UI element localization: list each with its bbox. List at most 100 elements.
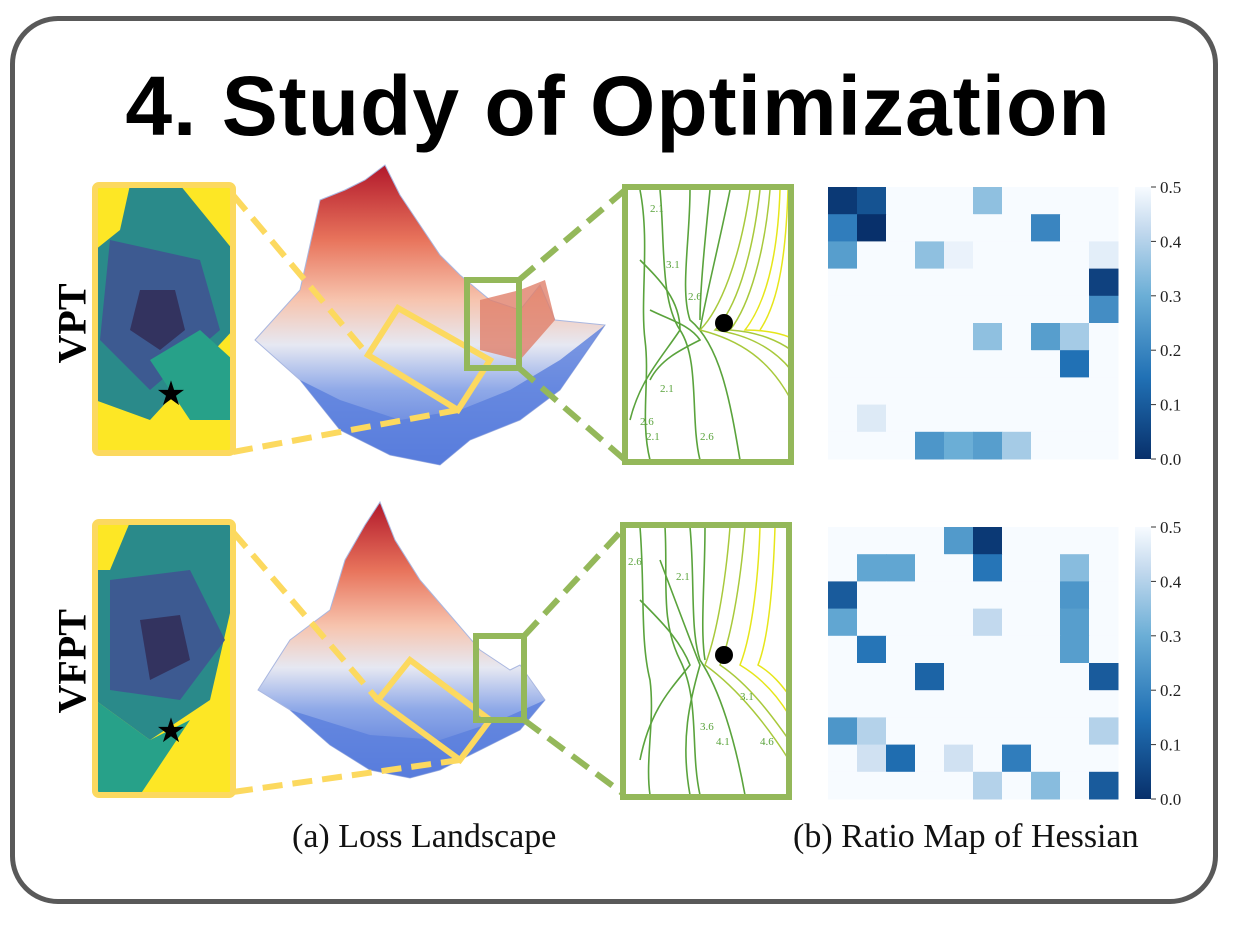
heatmap-cell xyxy=(1002,717,1032,746)
heatmap-cell xyxy=(886,744,916,773)
vpt-green-zoom-box xyxy=(464,277,522,371)
vpt-yellow-zoom-box xyxy=(363,303,495,415)
heatmap-cell xyxy=(973,350,1003,378)
heatmap-cell xyxy=(1031,608,1061,637)
heatmap-cell xyxy=(944,744,974,773)
heatmap-cell xyxy=(1089,377,1119,406)
heatmap-cell xyxy=(1060,635,1090,664)
heatmap-cell xyxy=(886,554,916,582)
heatmap-cell xyxy=(1089,581,1119,610)
heatmap-cell xyxy=(886,608,916,637)
heatmap-cell xyxy=(1002,635,1032,664)
heatmap-cell xyxy=(944,608,974,637)
heatmap-cell xyxy=(1031,295,1061,324)
heatmap-cell xyxy=(857,350,887,378)
heatmap-cell xyxy=(1089,744,1119,773)
colorbar-tick-label: 0.1 xyxy=(1160,736,1181,755)
heatmap-cell xyxy=(1031,214,1061,242)
heatmap-cell xyxy=(828,608,858,637)
heatmap-cell xyxy=(857,744,887,773)
heatmap-cell xyxy=(828,404,858,433)
heatmap-cell xyxy=(1031,323,1061,351)
heatmap-cell xyxy=(915,527,945,555)
heatmap-cell xyxy=(915,404,945,433)
heatmap-cell xyxy=(886,404,916,433)
colorbar-tick-label: 0.0 xyxy=(1160,450,1181,469)
heatmap-cell xyxy=(857,295,887,324)
heatmap-cell xyxy=(1031,268,1061,297)
heatmap-cell xyxy=(857,431,887,460)
vpt-yellow-link-top xyxy=(230,193,371,357)
heatmap-cell xyxy=(915,187,945,215)
heatmap-cell xyxy=(1031,377,1061,406)
vfpt-mini-map: ★ xyxy=(92,519,236,798)
heatmap-cell xyxy=(1089,635,1119,664)
svg-text:3.6: 3.6 xyxy=(700,721,714,733)
heatmap-cell xyxy=(857,323,887,351)
vfpt-contour-panel: 2.6 2.1 3.6 4.1 3.1 4.6 xyxy=(620,522,792,800)
colorbar-tick-label: 0.1 xyxy=(1160,396,1181,415)
vfpt-hessian-heatmap xyxy=(828,527,1119,800)
heatmap-cell xyxy=(886,527,916,555)
heatmap-cell xyxy=(944,554,974,582)
heatmap-cell xyxy=(973,527,1003,555)
heatmap-cell xyxy=(1060,187,1090,215)
svg-text:2.1: 2.1 xyxy=(660,383,674,395)
optimum-marker xyxy=(715,646,733,664)
heatmap-cell xyxy=(828,431,858,460)
vfpt-colorbar: 0.5 0.4 0.3 0.2 0.1 0.0 xyxy=(1135,518,1182,809)
heatmap-cell xyxy=(1031,241,1061,270)
heatmap-cell xyxy=(1089,323,1119,351)
heatmap-cell xyxy=(1060,608,1090,637)
heatmap-cell xyxy=(828,323,858,351)
svg-text:2.6: 2.6 xyxy=(628,556,642,568)
heatmap-cell xyxy=(1002,241,1032,270)
colorbar-tick-label: 0.0 xyxy=(1160,790,1181,809)
heatmap-cell xyxy=(973,377,1003,406)
caption-hessian: (b) Ratio Map of Hessian xyxy=(793,818,1139,855)
heatmap-cell xyxy=(828,554,858,582)
heatmap-cell xyxy=(944,431,974,460)
caption-loss-landscape: (a) Loss Landscape xyxy=(292,818,557,855)
heatmap-cell xyxy=(1089,350,1119,378)
heatmap-cell xyxy=(944,771,974,800)
heatmap-cell xyxy=(1031,744,1061,773)
heatmap-cell xyxy=(1089,608,1119,637)
heatmap-cell xyxy=(857,377,887,406)
heatmap-cell xyxy=(1089,663,1119,691)
colorbar-tick-label: 0.5 xyxy=(1160,518,1181,537)
vfpt-yellow-link-top xyxy=(230,530,381,702)
heatmap-cell xyxy=(944,377,974,406)
heatmap-cell xyxy=(973,431,1003,460)
vpt-green-link-top xyxy=(517,187,627,283)
heatmap-cell xyxy=(828,187,858,215)
heatmap-cell xyxy=(1002,744,1032,773)
heatmap-cell xyxy=(1031,554,1061,582)
heatmap-cell xyxy=(915,717,945,746)
heatmap-cell xyxy=(1060,771,1090,800)
slide-title: 4. Study of Optimization xyxy=(125,59,1111,153)
heatmap-cell xyxy=(886,717,916,746)
heatmap-cell xyxy=(857,717,887,746)
heatmap-cell xyxy=(915,690,945,718)
heatmap-cell xyxy=(1002,527,1032,555)
heatmap-cell xyxy=(944,717,974,746)
heatmap-cell xyxy=(1031,527,1061,555)
vpt-colorbar: 0.5 0.4 0.3 0.2 0.1 0.0 xyxy=(1135,178,1182,469)
heatmap-cell xyxy=(857,635,887,664)
heatmap-cell xyxy=(973,744,1003,773)
heatmap-cell xyxy=(915,663,945,691)
heatmap-cell xyxy=(857,771,887,800)
heatmap-cell xyxy=(1002,377,1032,406)
heatmap-cell xyxy=(944,581,974,610)
heatmap-cell xyxy=(857,581,887,610)
heatmap-cell xyxy=(915,268,945,297)
heatmap-cell xyxy=(1031,690,1061,718)
heatmap-cell xyxy=(1002,581,1032,610)
heatmap-cell xyxy=(1002,431,1032,460)
svg-text:2.1: 2.1 xyxy=(650,203,664,215)
heatmap-cell xyxy=(973,690,1003,718)
heatmap-cell xyxy=(1060,404,1090,433)
heatmap-cell xyxy=(1060,350,1090,378)
heatmap-cell xyxy=(886,268,916,297)
